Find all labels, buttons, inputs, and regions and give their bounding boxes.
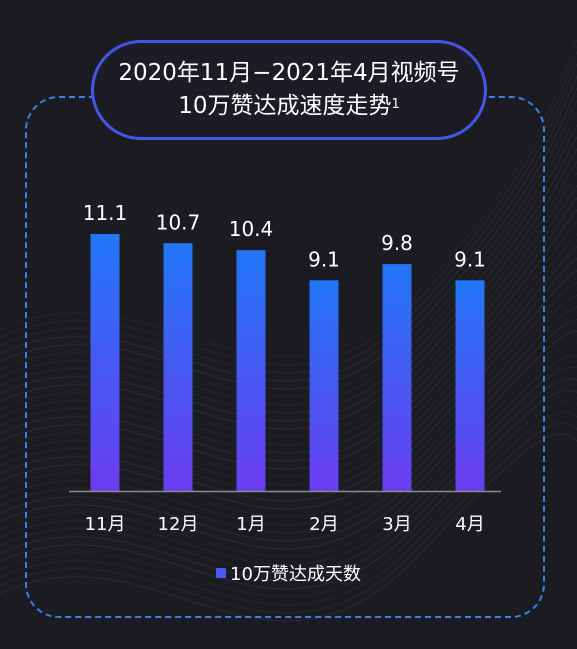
bar-3 [236, 250, 266, 491]
wave-line [0, 411, 577, 606]
bar-1 [90, 234, 120, 491]
bar-4 [309, 280, 339, 491]
wave-line [0, 331, 577, 550]
title-line-2: 10万赞达成速度走势1 [178, 90, 400, 123]
wave-line [0, 378, 577, 582]
chart-title: 2020年11月−2021年4月视频号 10万赞达成速度走势1 [91, 40, 487, 140]
wave-line [0, 400, 577, 598]
wave-line [0, 355, 577, 566]
x-tick-label-2: 12月 [158, 514, 199, 535]
wave-line [0, 366, 577, 574]
title-line-1: 2020年11月−2021年4月视频号 [118, 60, 460, 86]
wave-line [0, 389, 577, 590]
x-tick-label-4: 2月 [309, 514, 338, 535]
bar-6 [455, 280, 485, 491]
legend-swatch [216, 568, 227, 578]
value-label-5: 9.8 [381, 231, 413, 255]
bar-2 [163, 243, 193, 491]
wave-line [0, 422, 577, 614]
x-tick-label-5: 3月 [382, 514, 411, 535]
wave-line [0, 343, 577, 558]
x-tick-label-1: 11月 [85, 514, 126, 535]
value-label-4: 9.1 [308, 247, 340, 271]
value-label-1: 11.1 [83, 201, 128, 225]
title-footnote: 1 [391, 97, 400, 112]
legend: 10万赞达成天数 [0, 560, 577, 586]
title-line-2-text: 10万赞达成速度走势 [178, 93, 392, 119]
value-label-2: 10.7 [156, 210, 201, 234]
legend-label: 10万赞达成天数 [230, 564, 361, 585]
value-label-6: 9.1 [454, 247, 486, 271]
value-label-3: 10.4 [229, 217, 274, 241]
wave-line [0, 433, 577, 622]
wave-line [0, 318, 577, 542]
bar-5 [382, 264, 412, 491]
x-tick-label-6: 4月 [455, 514, 484, 535]
x-tick-label-3: 1月 [236, 514, 265, 535]
